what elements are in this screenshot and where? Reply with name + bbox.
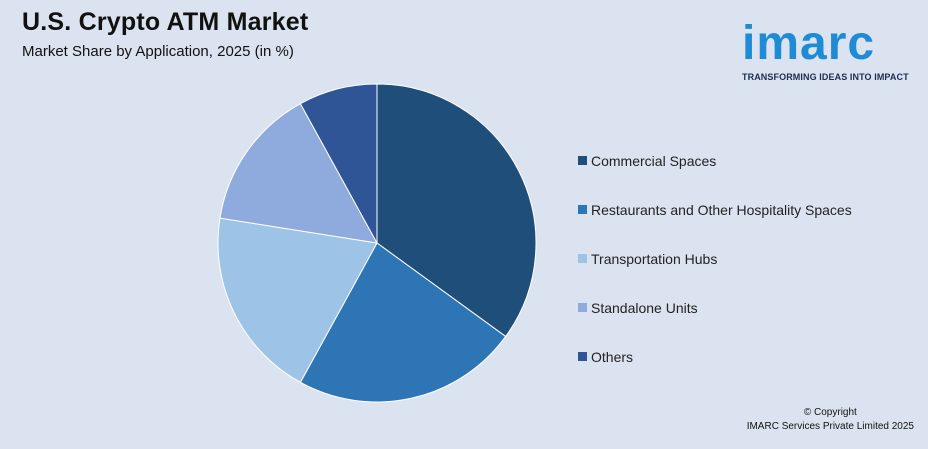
copyright-line-1: © Copyright (803, 407, 857, 418)
pie-slices (217, 83, 537, 403)
legend-item: Transportation Hubs (578, 234, 852, 283)
legend-label: Others (591, 348, 634, 365)
legend-swatch (578, 352, 587, 361)
chart-title: U.S. Crypto ATM Market (22, 8, 309, 36)
logo-tagline: TRANSFORMING IDEAS INTO IMPACT (742, 72, 909, 82)
pie-slice-standalone-units (219, 102, 378, 244)
copyright-line-2: IMARC Services Private Limited 2025 (746, 421, 914, 432)
legend-swatch (578, 156, 587, 165)
legend-label: Standalone Units (591, 299, 698, 316)
legend-swatch (578, 254, 587, 263)
chart-legend: Commercial Spaces Restaurants and Other H… (578, 136, 852, 381)
legend-item: Restaurants and Other Hospitality Spaces (578, 185, 852, 234)
legend-swatch (578, 205, 587, 214)
legend-label: Commercial Spaces (591, 152, 717, 169)
copyright-notice: © Copyright IMARC Services Private Limit… (747, 406, 914, 434)
legend-label: Transportation Hubs (591, 250, 718, 267)
pie-slice-commercial-spaces (376, 83, 537, 338)
pie-slice-transportation-hubs (217, 217, 378, 384)
legend-label: Restaurants and Other Hospitality Spaces (591, 201, 852, 218)
legend-item: Standalone Units (578, 283, 852, 332)
chart-subtitle: Market Share by Application, 2025 (in %) (22, 43, 294, 60)
imarc-logo: imarc TRANSFORMING IDEAS INTO IMPACT (742, 8, 920, 88)
legend-item: Others (578, 332, 852, 381)
legend-item: Commercial Spaces (578, 136, 852, 185)
pie-slice-others (299, 83, 378, 244)
pie-slice-restaurants-and-other-hospitality-spaces (299, 242, 507, 403)
logo-wordmark: imarc (742, 17, 876, 70)
legend-swatch (578, 303, 587, 312)
